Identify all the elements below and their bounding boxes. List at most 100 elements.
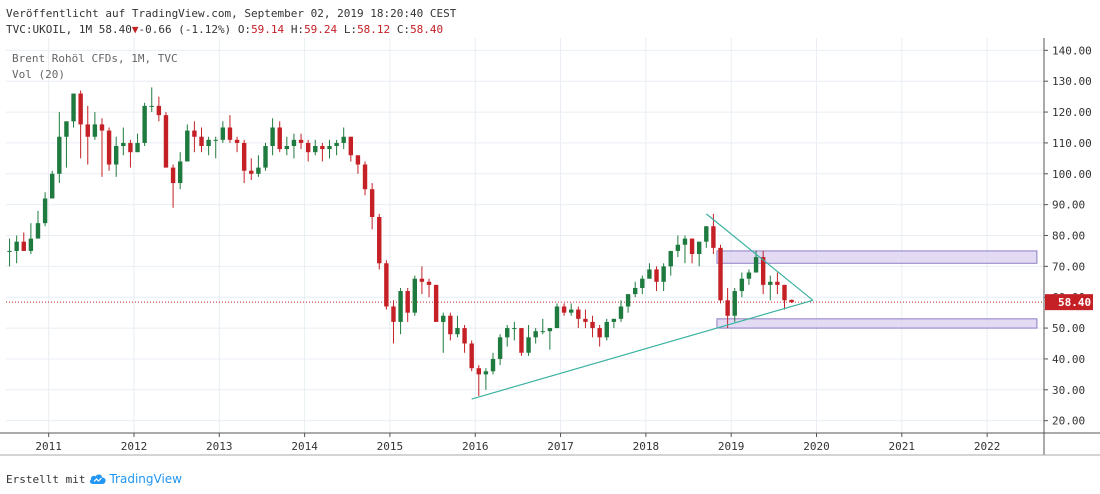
candle-body[interactable] <box>398 291 403 322</box>
candle-body[interactable] <box>782 284 787 301</box>
candle-body[interactable] <box>590 321 595 329</box>
trendline[interactable] <box>471 299 814 400</box>
candle-body[interactable] <box>298 139 304 143</box>
candle-body[interactable] <box>170 167 176 184</box>
candle-body[interactable] <box>490 358 496 372</box>
candle-body[interactable] <box>462 328 467 344</box>
candle-body[interactable] <box>121 142 126 147</box>
candle-body[interactable] <box>469 343 474 369</box>
candle-body[interactable] <box>519 328 524 353</box>
price-zone-rectangle[interactable] <box>716 250 1038 264</box>
candle-body[interactable] <box>384 263 389 307</box>
candle-body[interactable] <box>554 306 560 329</box>
candle-body[interactable] <box>576 309 581 319</box>
candle-body[interactable] <box>661 266 666 282</box>
candle-body[interactable] <box>142 105 147 143</box>
candle-body[interactable] <box>320 146 325 150</box>
candle-body[interactable] <box>718 247 723 301</box>
candle-body[interactable] <box>206 139 211 147</box>
candle-body[interactable] <box>512 328 517 330</box>
candle-body[interactable] <box>505 328 510 338</box>
candle-body[interactable] <box>199 136 204 147</box>
candle-body[interactable] <box>476 368 481 375</box>
candle-body[interactable] <box>185 130 190 162</box>
candle-body[interactable] <box>640 278 645 288</box>
candle-body[interactable] <box>604 321 609 338</box>
candle-body[interactable] <box>441 315 446 322</box>
candle-body[interactable] <box>277 127 282 150</box>
candle-body[interactable] <box>355 155 361 165</box>
candle-body[interactable] <box>263 146 268 168</box>
candle-body[interactable] <box>391 306 396 322</box>
candle-body[interactable] <box>149 105 154 107</box>
candle-body[interactable] <box>618 306 624 319</box>
candle-body[interactable] <box>746 272 752 279</box>
candle-body[interactable] <box>284 146 290 150</box>
candle-body[interactable] <box>113 146 119 165</box>
candle-body[interactable] <box>14 241 19 251</box>
candle-body[interactable] <box>177 161 183 184</box>
candle-body[interactable] <box>711 226 716 248</box>
candle-body[interactable] <box>99 124 105 131</box>
candle-body[interactable] <box>483 371 489 375</box>
candle-body[interactable] <box>128 142 133 153</box>
tradingview-logo[interactable]: TradingView <box>89 472 182 486</box>
price-zone-rectangle[interactable] <box>716 318 1038 329</box>
candle-body[interactable] <box>42 198 48 224</box>
candle-body[interactable] <box>561 306 567 313</box>
candle-body[interactable] <box>675 244 681 251</box>
candle-body[interactable] <box>540 331 545 333</box>
candle-body[interactable] <box>227 127 233 140</box>
candle-body[interactable] <box>739 278 745 292</box>
candle-body[interactable] <box>419 278 425 282</box>
candle-body[interactable] <box>732 291 737 316</box>
candle-body[interactable] <box>220 127 226 140</box>
candle-body[interactable] <box>547 328 553 332</box>
candle-body[interactable] <box>341 136 346 143</box>
candle-body[interactable] <box>241 142 247 171</box>
candle-body[interactable] <box>71 93 76 122</box>
candle-body[interactable] <box>611 318 617 322</box>
candle-body[interactable] <box>291 139 297 147</box>
candle-body[interactable] <box>28 238 34 251</box>
candle-body[interactable] <box>597 328 602 338</box>
candle-body[interactable] <box>426 281 432 285</box>
candle-body[interactable] <box>689 238 695 255</box>
candle-body[interactable] <box>156 105 162 116</box>
candle-body[interactable] <box>412 278 418 313</box>
candle-body[interactable] <box>455 328 460 335</box>
candle-body[interactable] <box>632 287 638 295</box>
candle-body[interactable] <box>348 136 354 156</box>
candle-body[interactable] <box>92 124 98 137</box>
candle-body[interactable] <box>725 300 730 316</box>
trendline[interactable] <box>705 213 814 301</box>
candle-body[interactable] <box>533 331 538 338</box>
candle-body[interactable] <box>369 189 375 217</box>
candle-body[interactable] <box>50 173 55 199</box>
candle-body[interactable] <box>234 139 240 143</box>
candle-body[interactable] <box>583 318 588 322</box>
candle-body[interactable] <box>405 291 410 313</box>
candle-body[interactable] <box>625 294 631 307</box>
candle-body[interactable] <box>569 309 574 313</box>
candle-body[interactable] <box>362 164 368 190</box>
candle-body[interactable] <box>57 136 62 174</box>
candle-body[interactable] <box>497 337 503 359</box>
candle-body[interactable] <box>377 216 382 264</box>
candle-body[interactable] <box>526 337 531 353</box>
candle-body[interactable] <box>753 257 759 273</box>
candle-body[interactable] <box>654 269 659 282</box>
candle-body[interactable] <box>256 167 261 174</box>
candle-body[interactable] <box>768 281 773 285</box>
candle-body[interactable] <box>78 93 83 125</box>
candle-body[interactable] <box>327 146 332 150</box>
candle-body[interactable] <box>135 142 140 153</box>
candle-body[interactable] <box>313 146 318 153</box>
candle-body[interactable] <box>704 226 709 242</box>
candle-body[interactable] <box>305 142 311 153</box>
candle-body[interactable] <box>249 170 254 174</box>
candle-body[interactable] <box>775 281 780 285</box>
candle-body[interactable] <box>682 238 688 245</box>
candle-body[interactable] <box>64 121 69 137</box>
